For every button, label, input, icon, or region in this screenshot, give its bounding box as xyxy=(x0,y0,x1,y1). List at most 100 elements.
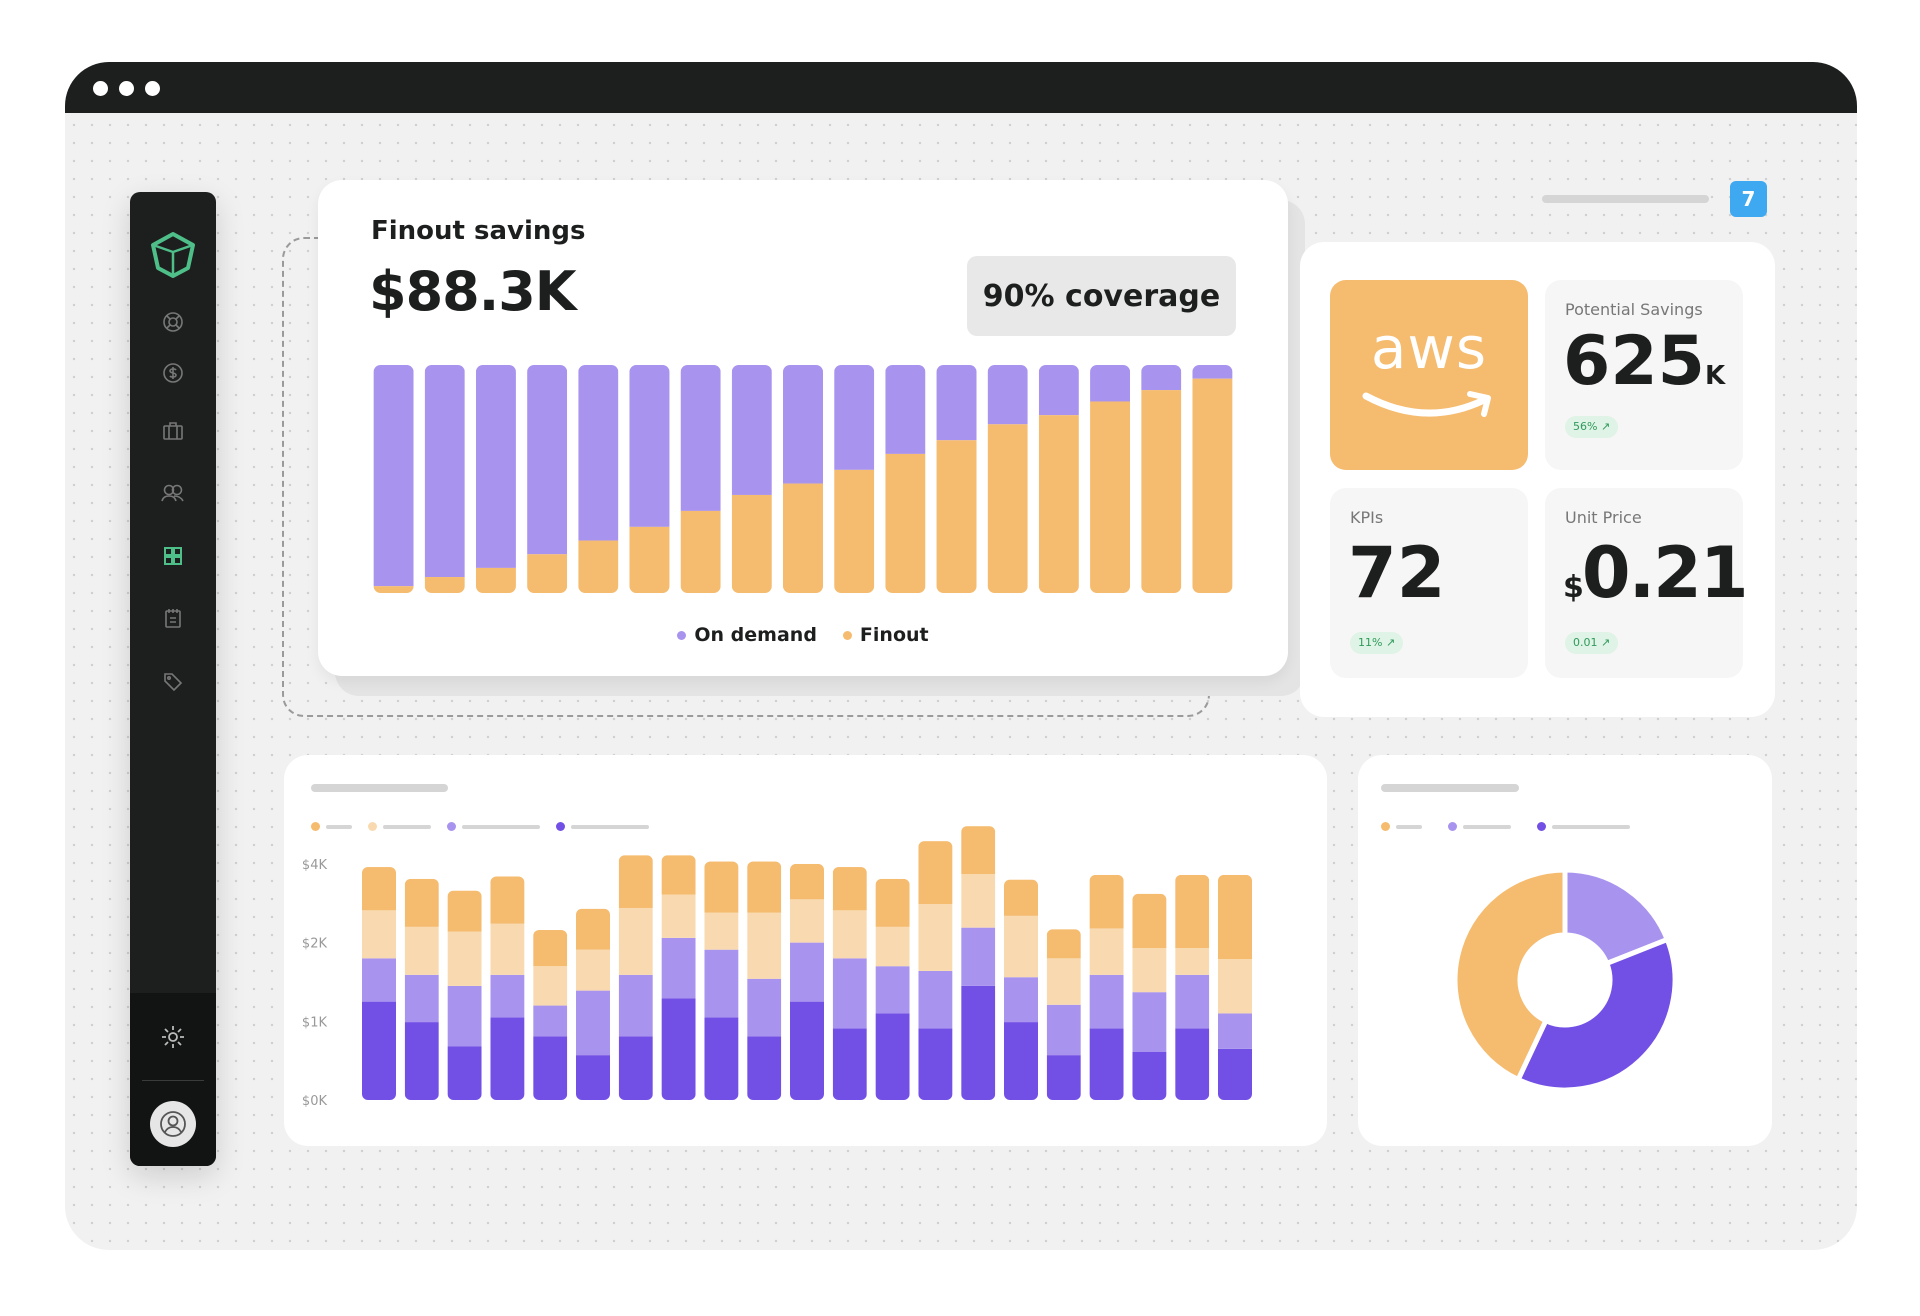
bar-segment-3 xyxy=(404,926,439,975)
bar-segment-1 xyxy=(747,1036,782,1100)
cost-breakdown-card: $0K $1K $2K $4K xyxy=(284,755,1327,1146)
bar-segment-2 xyxy=(790,942,824,1002)
tag-icon[interactable] xyxy=(155,664,191,700)
bar-segment-3 xyxy=(790,899,824,943)
y-tick-label: $2K xyxy=(302,937,328,952)
bar-finout xyxy=(834,469,875,593)
donut-slice-3 xyxy=(1452,867,1568,1083)
bar-segment-4 xyxy=(447,890,482,932)
aws-tile: aws xyxy=(1330,280,1528,470)
legend-placeholder xyxy=(1463,824,1511,829)
bar-on-demand xyxy=(680,365,721,511)
legend-dot xyxy=(1537,822,1546,831)
bar-segment-3 xyxy=(1175,948,1210,975)
legend-placeholder xyxy=(462,824,540,829)
bar-finout xyxy=(475,567,516,593)
kpi-card: aws Potential Savings 625K 56% ↗ KPIs 72… xyxy=(1300,242,1775,717)
lifebuoy-icon[interactable] xyxy=(155,304,191,340)
legend-dot xyxy=(677,630,687,640)
logo-cube-icon[interactable] xyxy=(148,230,198,280)
tile-value: $0.21 xyxy=(1563,532,1749,614)
window-close-button[interactable] xyxy=(93,81,108,96)
change-badge: 56% ↗ xyxy=(1565,416,1619,438)
aws-logo: aws xyxy=(1370,314,1488,382)
bar-segment-2 xyxy=(875,966,910,1014)
bar-on-demand xyxy=(527,365,568,555)
bar-finout xyxy=(1090,401,1131,593)
bar-segment-4 xyxy=(533,930,568,967)
bar-finout xyxy=(578,540,619,593)
bar-on-demand xyxy=(1090,365,1131,402)
notification-badge[interactable]: 7 xyxy=(1730,181,1767,217)
bar-segment-3 xyxy=(447,931,482,986)
bar-on-demand xyxy=(373,365,414,587)
bar-segment-2 xyxy=(661,937,696,999)
tile-label: KPIs xyxy=(1350,508,1384,527)
legend-placeholder xyxy=(383,824,431,829)
bar-segment-4 xyxy=(832,867,867,911)
legend-dot xyxy=(311,822,320,831)
bar-segment-3 xyxy=(961,874,996,928)
notepad-icon[interactable] xyxy=(155,600,191,636)
legend-dot xyxy=(1448,822,1457,831)
bar-segment-1 xyxy=(576,1055,610,1100)
bar-finout xyxy=(885,453,926,593)
bar-segment-3 xyxy=(918,904,953,971)
unit-price-tile: Unit Price $0.21 0.01 ↗ xyxy=(1545,488,1749,678)
bar-legend xyxy=(311,822,649,831)
gear-icon[interactable] xyxy=(155,1019,191,1055)
window-minimize-button[interactable] xyxy=(119,81,134,96)
bar-finout xyxy=(936,440,977,593)
bar-finout xyxy=(1038,415,1079,593)
bar-segment-3 xyxy=(704,912,739,950)
sidebar-footer xyxy=(130,993,216,1166)
bar-segment-1 xyxy=(832,1028,867,1100)
bar-segment-1 xyxy=(447,1046,482,1100)
users-icon[interactable] xyxy=(155,475,191,511)
user-avatar-icon[interactable] xyxy=(150,1101,196,1147)
bar-segment-3 xyxy=(533,966,568,1006)
bar-finout xyxy=(373,586,414,593)
bar-segment-4 xyxy=(961,826,996,875)
bar-on-demand xyxy=(783,365,823,484)
bar-segment-4 xyxy=(875,878,910,927)
aws-smile-icon xyxy=(1362,391,1491,417)
legend-placeholder xyxy=(326,824,352,829)
bar-segment-2 xyxy=(1089,974,1124,1029)
bar-on-demand xyxy=(936,365,977,441)
bar-segment-1 xyxy=(961,985,996,1100)
bar-on-demand xyxy=(578,365,619,541)
bar-segment-4 xyxy=(1004,879,1038,916)
bar-segment-4 xyxy=(1046,929,1081,959)
window-maximize-button[interactable] xyxy=(145,81,160,96)
title-bar xyxy=(65,62,1857,113)
legend-placeholder xyxy=(1396,824,1422,829)
bar-segment-4 xyxy=(1218,874,1252,960)
sidebar-divider xyxy=(142,1080,204,1081)
bar-segment-1 xyxy=(1132,1051,1167,1100)
bar-segment-4 xyxy=(1089,874,1124,929)
bar-segment-3 xyxy=(576,949,610,991)
bar-finout xyxy=(1141,390,1182,593)
change-badge: 0.01 ↗ xyxy=(1565,632,1619,654)
bar-finout xyxy=(629,526,670,593)
bar-segment-1 xyxy=(1004,1022,1038,1100)
legend-placeholder xyxy=(571,824,649,829)
dashboard-grid-icon[interactable] xyxy=(155,538,191,574)
header-placeholder-bar xyxy=(1542,195,1709,203)
bar-segment-3 xyxy=(1132,948,1167,993)
bar-segment-3 xyxy=(1218,959,1252,1014)
bar-segment-2 xyxy=(618,974,653,1037)
bar-segment-4 xyxy=(918,841,953,905)
bar-segment-2 xyxy=(1218,1013,1252,1049)
briefcase-icon[interactable] xyxy=(155,413,191,449)
bar-segment-3 xyxy=(362,910,396,959)
donut-slice-1 xyxy=(1562,867,1671,967)
legend-dot xyxy=(556,822,565,831)
bar-finout xyxy=(424,577,465,593)
bar-segment-4 xyxy=(790,863,824,900)
bar-finout xyxy=(987,424,1028,593)
dollar-circle-icon[interactable] xyxy=(155,355,191,391)
card-title-placeholder xyxy=(311,784,448,792)
savings-amount: $88.3K xyxy=(369,260,577,323)
